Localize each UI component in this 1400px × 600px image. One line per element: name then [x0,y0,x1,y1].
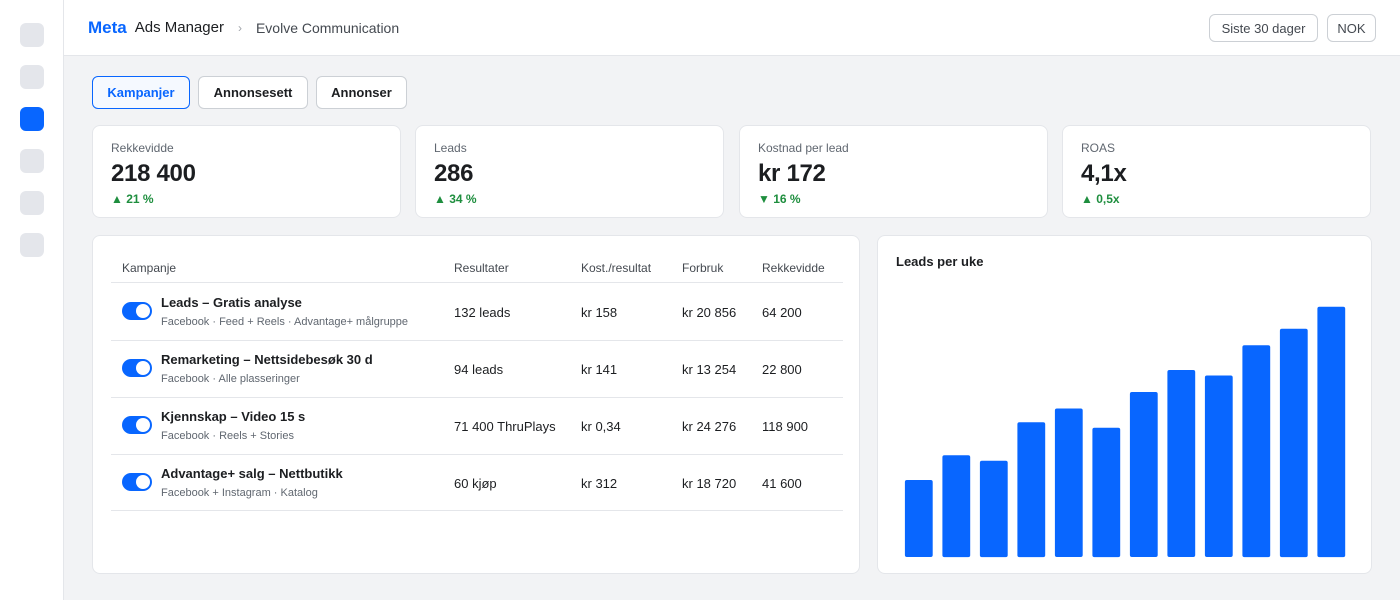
chart-bar-2[interactable] [942,455,971,558]
chart-bar-7[interactable] [1129,392,1158,557]
kpi-label: Kostnad per lead [758,141,849,155]
nav-icon-3[interactable] [20,107,44,131]
date-range-button[interactable]: Siste 30 dager [1209,14,1318,42]
column-header-spend[interactable]: Forbruk [682,261,724,275]
cell-spend: kr 18 720 [682,476,737,491]
campaign-placement: Facebook · Alle plasseringer [161,373,300,385]
kpi-delta: ▲ 34 % [434,192,477,206]
cell-results: 94 leads [454,362,504,377]
kpi-label: Rekkevidde [111,141,174,155]
top-bar: Meta Ads Manager › Evolve Communication [64,0,1400,56]
campaign-placement: Facebook · Reels + Stories [161,430,294,442]
row-divider [111,397,843,398]
column-header-results[interactable]: Resultater [454,261,509,275]
campaign-placement: Facebook · Feed + Reels · Advantage+ mål… [161,316,409,328]
cell-reach: 64 200 [762,305,802,320]
cell-spend: kr 20 856 [682,305,737,320]
chevron-right-icon: › [237,20,242,35]
kpi-value: 218 400 [111,160,196,187]
chart-bar-9[interactable] [1204,375,1233,558]
kpi-label: Leads [434,141,467,155]
toggle-knob [136,361,150,375]
table-row[interactable]: Advantage+ salg – Nettbutikk Facebook + … [93,454,861,511]
kpi-card-leads: Leads 286 ▲ 34 % [415,125,724,218]
campaign-toggle[interactable] [122,302,152,320]
cell-reach: 41 600 [762,476,802,491]
kpi-card-roas: ROAS 4,1x ▲ 0,5x [1062,125,1371,218]
kpi-value: 4,1x [1081,160,1127,187]
chart-bar-12[interactable] [1317,306,1346,558]
chart-bar-8[interactable] [1167,370,1196,557]
cell-results: 132 leads [454,305,511,320]
currency-button[interactable]: NOK [1327,14,1376,42]
cell-reach: 118 900 [762,419,809,434]
column-header-reach[interactable]: Rekkevidde [762,261,825,275]
table-row[interactable]: Leads – Gratis analyse Facebook · Feed +… [93,283,861,340]
cell-cost: kr 312 [581,476,618,491]
campaign-table: Kampanje Resultater Kost./resultat Forbr… [92,235,860,574]
chart-bar-4[interactable] [1017,422,1046,558]
kpi-value: kr 172 [758,160,826,187]
chart-bar-1[interactable] [904,480,933,557]
table-row[interactable]: Kjennskap – Video 15 s Facebook · Reels … [93,397,861,454]
cell-results: 60 kjøp [454,476,497,491]
toggle-knob [136,418,150,432]
campaign-toggle[interactable] [122,473,152,491]
kpi-card-cost-per-lead: Kostnad per lead kr 172 ▼ 16 % [739,125,1048,218]
tab-kampanjer[interactable]: Kampanjer [92,76,190,109]
toggle-knob [136,475,150,489]
bar-chart-svg [904,306,1346,558]
kpi-card-reach: Rekkevidde 218 400 ▲ 21 % [92,125,401,218]
chart-bar-3[interactable] [979,460,1008,558]
row-divider [111,454,843,455]
chart-bar-5[interactable] [1054,408,1083,558]
cell-reach: 22 800 [762,362,802,377]
account-name[interactable]: Evolve Communication [255,19,400,36]
nav-icon-6[interactable] [20,233,44,257]
cell-spend: kr 13 254 [682,362,737,377]
campaign-toggle[interactable] [122,416,152,434]
tab-annonsesett[interactable]: Annonsesett [198,76,308,109]
kpi-delta: ▲ 0,5x [1081,192,1120,206]
chart-bar-11[interactable] [1279,328,1308,558]
row-divider [111,510,843,511]
campaign-name[interactable]: Remarketing – Nettsidebesøk 30 d [161,352,373,367]
kpi-delta: ▲ 21 % [111,192,154,206]
nav-icon-2[interactable] [20,65,44,89]
product-name: Ads Manager [134,19,224,36]
tab-annonser[interactable]: Annonser [316,76,407,109]
cell-spend: kr 24 276 [682,419,737,434]
toggle-knob [136,304,150,318]
campaign-placement: Facebook + Instagram · Katalog [161,487,318,499]
header-divider [111,282,843,283]
kpi-delta: ▼ 16 % [758,192,801,206]
table-row[interactable]: Remarketing – Nettsidebesøk 30 d Faceboo… [93,340,861,397]
nav-rail [0,0,64,600]
campaign-name[interactable]: Advantage+ salg – Nettbutikk [161,466,343,481]
column-header-cost-per-result[interactable]: Kost./resultat [581,261,652,275]
cell-cost: kr 141 [581,362,618,377]
cell-results: 71 400 ThruPlays [454,419,556,434]
nav-icon-4[interactable] [20,149,44,173]
campaign-name[interactable]: Kjennskap – Video 15 s [161,409,306,424]
row-divider [111,340,843,341]
chart-bar-6[interactable] [1092,427,1121,558]
column-header-campaign[interactable]: Kampanje [122,261,177,275]
kpi-label: ROAS [1081,141,1116,155]
chart-title: Leads per uke [896,254,984,269]
nav-icon-1[interactable] [20,23,44,47]
chart-bar-10[interactable] [1242,345,1271,558]
cell-cost: kr 0,34 [581,419,621,434]
kpi-value: 286 [434,160,474,187]
leads-per-week-chart: Leads per uke [877,235,1372,574]
brand-logo[interactable]: Meta [88,17,127,37]
cell-cost: kr 158 [581,305,618,320]
nav-icon-5[interactable] [20,191,44,215]
campaign-toggle[interactable] [122,359,152,377]
campaign-name[interactable]: Leads – Gratis analyse [161,295,302,310]
